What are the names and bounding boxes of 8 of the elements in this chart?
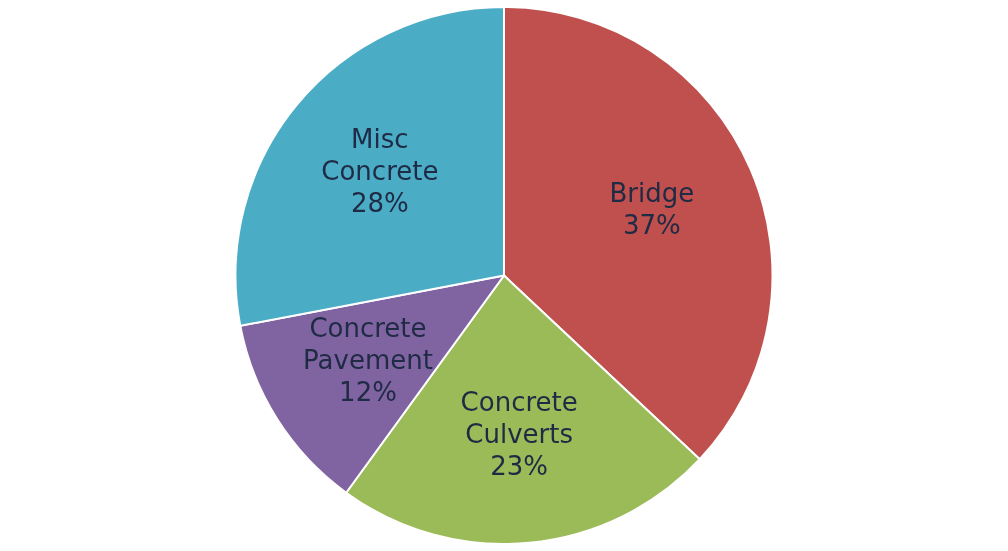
data-label: 28% bbox=[350, 187, 409, 218]
slice-label: Concrete Pavement bbox=[303, 312, 433, 375]
slice-label: Bridge bbox=[609, 178, 695, 209]
slice-label: Concrete Culverts bbox=[460, 386, 578, 449]
data-label: 23% bbox=[490, 450, 549, 481]
data-label: 12% bbox=[339, 376, 397, 407]
data-label: 37% bbox=[622, 210, 681, 241]
slice-label: Misc Concrete bbox=[321, 123, 439, 186]
